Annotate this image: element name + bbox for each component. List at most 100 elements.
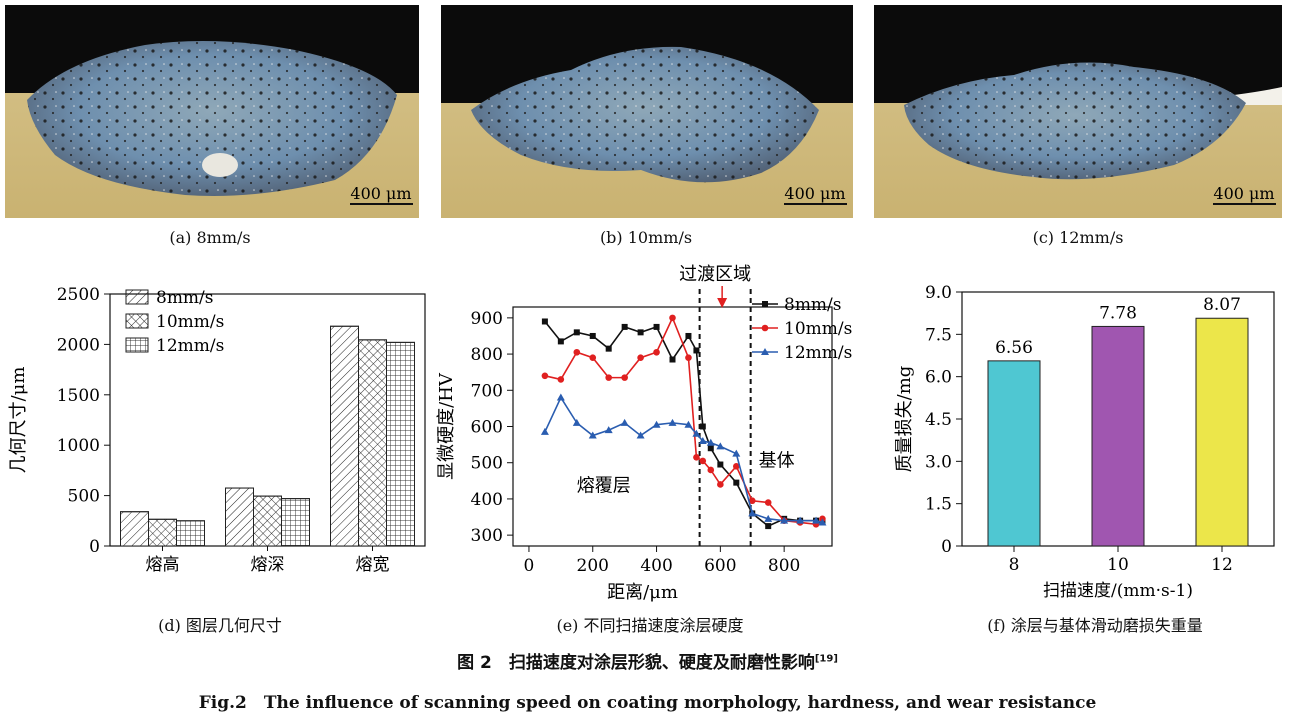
y-tick-label: 500 [68,487,100,507]
bar [1195,317,1249,547]
micrograph-b: 400 μm [441,5,853,218]
substrate-label: 基体 [759,450,795,471]
x-axis-label: 扫描速度/(mm·s-1) [1043,581,1193,601]
x-tick-label: 800 [768,556,800,576]
data-point [621,323,628,330]
data-point [716,442,725,450]
data-point [588,431,597,439]
bar-pattern [386,341,415,547]
data-point [780,516,789,524]
micrograph-c: 400 μm [874,5,1282,218]
data-point [540,427,549,435]
y-tick-label: 0 [941,537,952,557]
data-point [732,449,741,457]
data-point [748,497,756,505]
transition-label: 过渡区域 [679,264,751,285]
data-point [557,338,564,345]
bar [1091,325,1145,547]
legend-marker [761,348,769,355]
caption-c: (c) 12mm/s [1032,228,1124,247]
data-point [748,509,757,517]
chart-mass-loss: 0 1.5 3.0 4.5 6.0 7.5 9.0 质量损失/mg 6.56 8 7.78 10 8.0… [894,283,1275,601]
data-point [706,438,715,446]
data-point [605,374,612,381]
data-point [812,516,821,524]
data-point [692,429,701,437]
legend-marker [761,324,769,332]
x-tick-label: 10 [1107,555,1129,575]
y-tick-label: 400 [471,490,503,510]
bar [987,360,1041,547]
data-point [684,420,693,428]
y-tick-label: 1500 [57,386,100,406]
figure-title-cn-text: 图 2 扫描速度对涂层形貌、硬度及耐磨性影响 [457,653,815,673]
data-point [589,332,596,339]
data-point [693,347,700,354]
data-point [541,372,549,380]
x-tick-label: 400 [640,556,672,576]
bar-pattern [358,339,387,547]
data-point [620,418,629,426]
data-point [733,479,740,486]
legend-label: 10mm/s [784,319,852,339]
figure-title-cn: 图 2 扫描速度对涂层形貌、硬度及耐磨性影响[19] [0,648,1295,673]
data-point [707,466,715,474]
y-tick-label: 1.5 [925,495,952,515]
data-point [573,329,580,336]
y-tick-label: 7.5 [925,325,952,345]
data-label: 7.78 [1099,303,1137,323]
data-point [637,354,644,361]
legend-swatch [125,313,149,329]
data-point [733,463,740,470]
legend-swatch [125,337,149,353]
data-point [573,348,581,356]
data-label: 8.07 [1203,295,1241,315]
data-point [636,431,645,439]
data-point [796,516,805,524]
data-point [605,345,612,352]
data-point [764,514,773,522]
x-tick-label: 熔高 [146,555,180,575]
scale-label-a: 400 μm [350,184,411,203]
data-point [764,499,772,506]
bar-pattern [148,518,177,547]
x-tick-label: 熔宽 [356,555,390,575]
data-point [556,393,565,401]
legend-label: 12mm/s [156,336,224,356]
data-point [652,420,661,428]
data-point [765,523,772,530]
y-tick-label: 4.5 [925,410,952,430]
caption-a: (a) 8mm/s [169,228,251,247]
scale-label-c: 400 μm [1213,184,1274,203]
data-point [589,354,597,361]
transition-arrow-head [717,298,728,308]
legend-marker [762,301,768,307]
data-point [699,423,706,430]
data-point [572,418,581,426]
y-tick-label: 600 [471,418,503,438]
data-point [669,314,676,322]
bar-pattern [176,520,205,547]
caption-f: (f) 涂层与基体滑动磨损失重量 [987,616,1203,635]
y-tick-label: 900 [471,309,503,329]
y-tick-label: 0 [89,537,100,557]
data-point [717,481,724,488]
y-axis-label: 显微硬度/HV [436,372,457,480]
data-point [541,318,548,325]
y-axis-label: 质量损失/mg [894,366,915,473]
chart-hardness: 300 400 500 600 700 800 900 0 200 400 600 800 距离/μm 显… [436,264,852,603]
y-tick-label: 6.0 [925,368,952,388]
data-point [669,356,676,363]
bar-pattern [281,498,310,547]
data-point [557,376,565,383]
legend-label: 12mm/s [784,343,852,363]
data-point [707,445,714,452]
data-point [693,453,700,461]
x-tick-label: 0 [524,556,535,576]
data-point [637,329,644,336]
data-point [685,332,692,339]
data-point [604,426,613,434]
data-point [818,518,827,526]
bar-pattern [120,511,149,547]
coating-label: 熔覆层 [577,476,631,497]
